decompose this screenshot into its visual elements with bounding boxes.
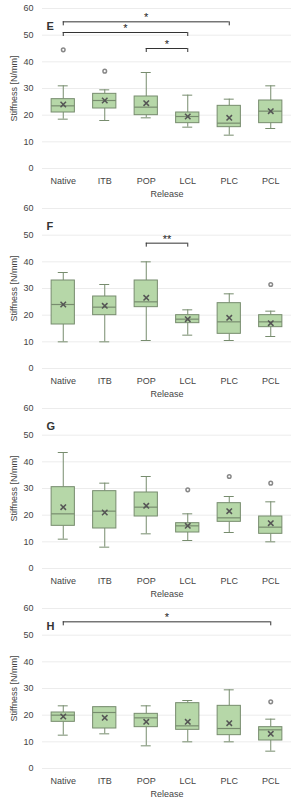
svg-text:0: 0 [28,363,33,373]
svg-text:**: ** [163,233,172,245]
svg-text:Release: Release [150,189,183,199]
svg-text:LCL: LCL [179,176,196,186]
svg-text:*: * [123,22,128,34]
svg-text:ITB: ITB [98,776,112,786]
svg-text:PCL: PCL [262,376,280,386]
svg-text:Native: Native [50,776,76,786]
svg-text:10: 10 [23,537,33,547]
svg-text:POP: POP [137,776,156,786]
svg-text:50: 50 [23,30,33,40]
svg-text:PCL: PCL [262,776,280,786]
svg-text:ITB: ITB [98,176,112,186]
svg-text:30: 30 [23,283,33,293]
svg-text:*: * [165,611,170,623]
svg-text:PCL: PCL [262,576,280,586]
svg-text:LCL: LCL [179,576,196,586]
svg-text:10: 10 [23,737,33,747]
svg-text:0: 0 [28,163,33,173]
svg-text:*: * [165,38,170,50]
svg-text:Stiffness [N/mm]: Stiffness [N/mm] [9,56,19,122]
svg-text:20: 20 [23,310,33,320]
svg-text:60: 60 [23,203,33,213]
svg-text:G: G [47,420,56,432]
svg-text:60: 60 [23,3,33,13]
svg-text:LCL: LCL [179,376,196,386]
svg-text:50: 50 [23,430,33,440]
svg-text:40: 40 [23,657,33,667]
svg-text:PLC: PLC [220,176,238,186]
svg-text:30: 30 [23,83,33,93]
svg-text:0: 0 [28,563,33,573]
svg-text:E: E [47,20,54,32]
svg-text:50: 50 [23,230,33,240]
svg-text:Release: Release [150,589,183,599]
svg-text:POP: POP [137,376,156,386]
svg-text:PCL: PCL [262,176,280,186]
svg-text:Release: Release [150,789,183,799]
svg-text:Native: Native [50,376,76,386]
svg-text:20: 20 [23,710,33,720]
svg-text:PLC: PLC [220,776,238,786]
svg-text:POP: POP [137,576,156,586]
svg-text:10: 10 [23,337,33,347]
svg-text:50: 50 [23,630,33,640]
svg-text:Stiffness [N/mm]: Stiffness [N/mm] [9,456,19,522]
svg-text:LCL: LCL [179,776,196,786]
svg-text:60: 60 [23,603,33,613]
svg-text:F: F [47,220,54,232]
svg-text:10: 10 [23,137,33,147]
svg-text:H: H [47,620,55,632]
svg-text:40: 40 [23,457,33,467]
svg-text:POP: POP [137,176,156,186]
svg-text:Stiffness [N/mm]: Stiffness [N/mm] [9,656,19,722]
svg-text:PLC: PLC [220,376,238,386]
svg-text:PLC: PLC [220,576,238,586]
svg-text:0: 0 [28,763,33,773]
svg-text:Release: Release [150,389,183,399]
svg-text:Stiffness [N/mm]: Stiffness [N/mm] [9,256,19,322]
svg-text:30: 30 [23,683,33,693]
svg-text:40: 40 [23,57,33,67]
svg-text:30: 30 [23,483,33,493]
svg-text:40: 40 [23,257,33,267]
svg-text:20: 20 [23,110,33,120]
svg-text:Native: Native [50,576,76,586]
svg-text:60: 60 [23,403,33,413]
svg-text:20: 20 [23,510,33,520]
svg-text:ITB: ITB [98,576,112,586]
svg-text:*: * [144,11,149,23]
svg-text:ITB: ITB [98,376,112,386]
svg-text:Native: Native [50,176,76,186]
